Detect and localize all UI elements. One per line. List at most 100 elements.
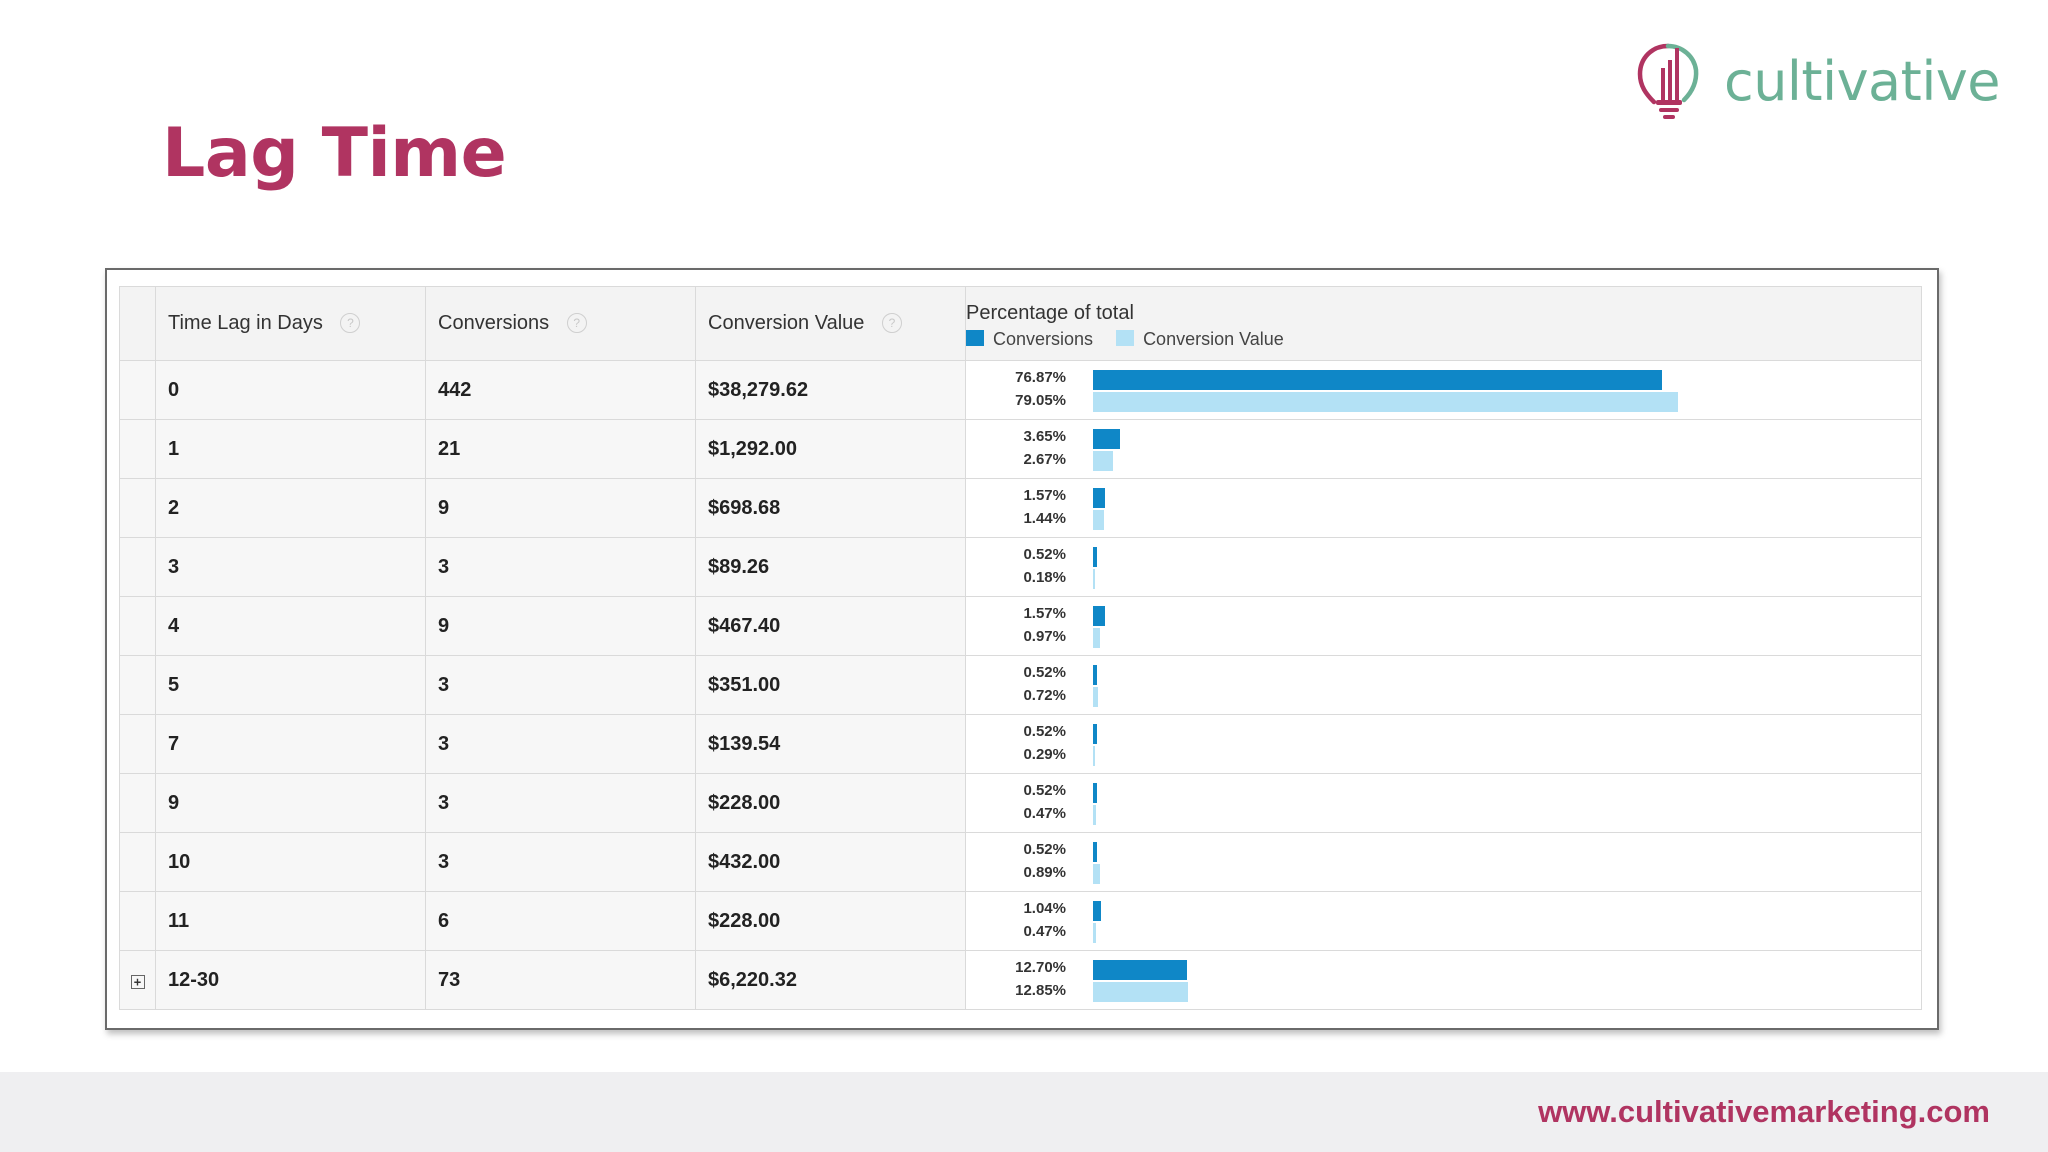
expand-cell (119, 832, 156, 892)
legend-label-conversion-value: Conversion Value (1143, 328, 1284, 349)
time-lag-header[interactable]: Time Lag in Days ? (155, 286, 426, 361)
conversions-bar (1093, 901, 1101, 921)
conversion-value-pct-label: 0.47% (1023, 805, 1066, 822)
conversion-value-header[interactable]: Conversion Value ? (695, 286, 966, 361)
table-row[interactable]: +12-30 73 $6,220.32 12.70% 12.85% (119, 950, 1922, 1010)
logo-wordmark: cultivative (1724, 50, 2001, 113)
time-lag-cell: 10 (155, 832, 426, 892)
expand-column-header (119, 286, 156, 361)
time-lag-cell: 5 (155, 655, 426, 715)
conversion-value-pct-label: 79.05% (1015, 392, 1066, 409)
conversions-bar (1093, 370, 1662, 390)
time-lag-cell: 2 (155, 478, 426, 538)
table-row[interactable]: 5 3 $351.00 0.52% 0.72% (119, 655, 1922, 715)
conversions-pct-label: 1.57% (1023, 487, 1066, 504)
conversion-value-bar (1093, 746, 1096, 766)
conversion-value-cell: $432.00 (695, 832, 966, 892)
conversion-value-cell: $89.26 (695, 537, 966, 597)
conversion-value-pct-label: 0.29% (1023, 746, 1066, 763)
conversions-cell: 9 (425, 478, 696, 538)
time-lag-cell: 12-30 (155, 950, 426, 1010)
conversion-value-bar (1093, 451, 1113, 471)
expand-cell (119, 596, 156, 656)
conversion-value-bar (1093, 923, 1097, 943)
time-lag-cell: 3 (155, 537, 426, 597)
conversions-bar (1093, 960, 1187, 980)
time-lag-cell: 11 (155, 891, 426, 951)
conversions-cell: 9 (425, 596, 696, 656)
help-icon[interactable]: ? (881, 313, 902, 333)
conversions-bar (1093, 665, 1097, 685)
table-row[interactable]: 2 9 $698.68 1.57% 1.44% (119, 478, 1922, 538)
conversions-bar (1093, 842, 1097, 862)
conversions-pct-label: 3.65% (1023, 428, 1066, 445)
expand-cell (119, 419, 156, 479)
table-row[interactable]: 7 3 $139.54 0.52% 0.29% (119, 714, 1922, 774)
conversions-pct-label: 1.57% (1023, 605, 1066, 622)
expand-plus-icon[interactable]: + (130, 974, 145, 989)
conversions-bar (1093, 783, 1097, 803)
time-lag-report-table: Time Lag in Days ? Conversions ? Convers… (119, 286, 1922, 1010)
help-icon[interactable]: ? (340, 313, 361, 333)
conversions-cell: 21 (425, 419, 696, 479)
conversions-pct-label: 0.52% (1023, 782, 1066, 799)
footer-url: www.cultivativemarketing.com (1538, 1094, 1990, 1129)
table-row[interactable]: 10 3 $432.00 0.52% 0.89% (119, 832, 1922, 892)
table-body: 0 442 $38,279.62 76.87% 79.05% 1 21 $1,292.00 3.… (119, 360, 1922, 1010)
conversions-cell: 6 (425, 891, 696, 951)
help-icon[interactable]: ? (566, 313, 587, 333)
conversions-header-label: Conversions (438, 312, 550, 334)
conversions-pct-label: 0.52% (1023, 546, 1066, 563)
expand-cell (119, 478, 156, 538)
time-lag-cell: 1 (155, 419, 426, 479)
conversion-value-cell: $38,279.62 (695, 360, 966, 420)
conversions-header[interactable]: Conversions ? (425, 286, 696, 361)
conversion-value-bar (1093, 392, 1678, 412)
conversions-cell: 3 (425, 773, 696, 833)
legend-label-conversions: Conversions (993, 328, 1094, 349)
percentage-cell: 1.04% 0.47% (965, 891, 1922, 951)
time-lag-cell: 0 (155, 360, 426, 420)
table-row[interactable]: 3 3 $89.26 0.52% 0.18% (119, 537, 1922, 597)
percentage-of-total-header: Percentage of total Conversions Conversi… (965, 286, 1922, 361)
table-row[interactable]: 1 21 $1,292.00 3.65% 2.67% (119, 419, 1922, 479)
conversion-value-cell: $6,220.32 (695, 950, 966, 1010)
conversion-value-header-label: Conversion Value (708, 312, 865, 334)
conversion-value-pct-label: 0.18% (1023, 569, 1066, 586)
chart-legend: Conversions Conversion Value (966, 327, 1921, 351)
conversion-value-pct-label: 0.47% (1023, 923, 1066, 940)
table-row[interactable]: 9 3 $228.00 0.52% 0.47% (119, 773, 1922, 833)
conversions-cell: 3 (425, 537, 696, 597)
conversions-bar (1093, 547, 1097, 567)
conversion-value-cell: $1,292.00 (695, 419, 966, 479)
conversions-pct-label: 0.52% (1023, 664, 1066, 681)
conversions-pct-label: 0.52% (1023, 841, 1066, 858)
legend-swatch-conversion-value (1116, 329, 1135, 346)
lightbulb-icon (1637, 43, 1699, 119)
conversion-value-bar (1093, 510, 1104, 530)
expand-cell (119, 891, 156, 951)
table-row[interactable]: 0 442 $38,279.62 76.87% 79.05% (119, 360, 1922, 420)
conversion-value-cell: $228.00 (695, 891, 966, 951)
percentage-cell: 12.70% 12.85% (965, 950, 1922, 1010)
percentage-cell: 0.52% 0.18% (965, 537, 1922, 597)
conversion-value-pct-label: 1.44% (1023, 510, 1066, 527)
expand-cell[interactable]: + (119, 950, 156, 1010)
conversions-cell: 3 (425, 714, 696, 774)
time-lag-cell: 9 (155, 773, 426, 833)
conversion-value-bar (1093, 805, 1097, 825)
percentage-header-label: Percentage of total (966, 301, 1134, 324)
percentage-cell: 0.52% 0.89% (965, 832, 1922, 892)
table-row[interactable]: 4 9 $467.40 1.57% 0.97% (119, 596, 1922, 656)
time-lag-header-label: Time Lag in Days (168, 312, 323, 334)
conversion-value-cell: $351.00 (695, 655, 966, 715)
conversions-pct-label: 12.70% (1015, 959, 1066, 976)
conversion-value-bar (1093, 569, 1095, 589)
conversion-value-bar (1093, 687, 1099, 707)
table-row[interactable]: 11 6 $228.00 1.04% 0.47% (119, 891, 1922, 951)
conversion-value-cell: $139.54 (695, 714, 966, 774)
conversions-cell: 3 (425, 832, 696, 892)
expand-cell (119, 714, 156, 774)
conversions-cell: 3 (425, 655, 696, 715)
time-lag-cell: 7 (155, 714, 426, 774)
